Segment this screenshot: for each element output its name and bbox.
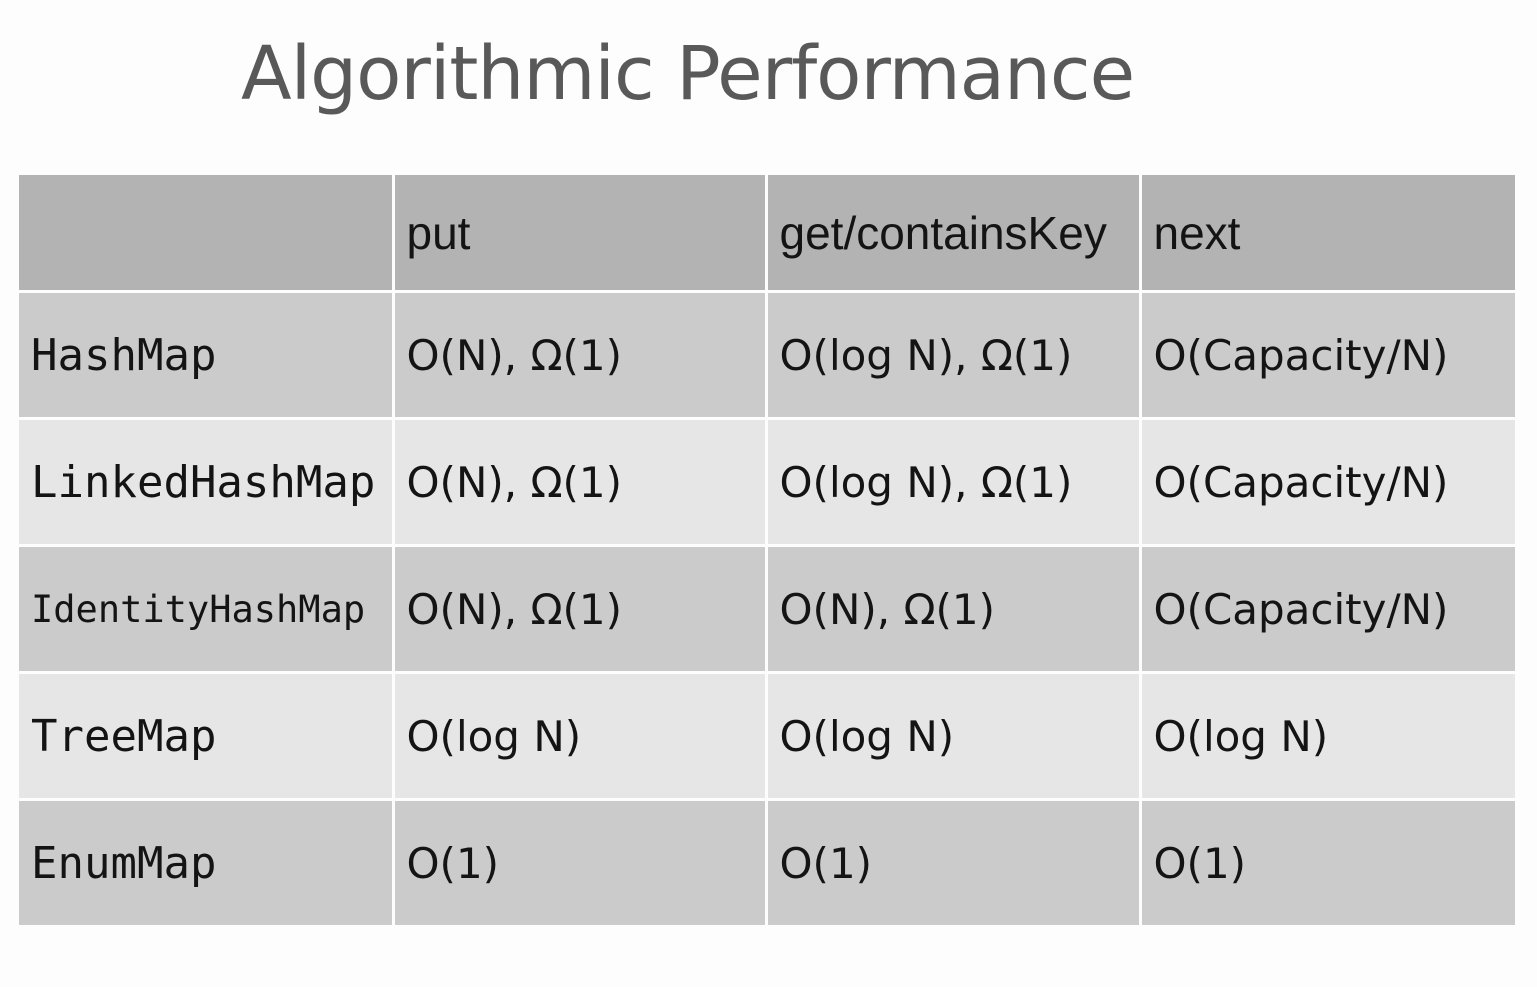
cell-get: O(log N), Ω(1) bbox=[764, 290, 1142, 420]
header-cell-get-containskey: get/containsKey bbox=[764, 175, 1142, 293]
cell-get: O(log N), Ω(1) bbox=[764, 417, 1142, 547]
row-label-linkedhashmap: LinkedHashMap bbox=[19, 417, 395, 547]
cell-get: O(N), Ω(1) bbox=[764, 544, 1142, 674]
table-row: IdentityHashMap O(N), Ω(1) O(N), Ω(1) O(… bbox=[19, 544, 1515, 674]
row-label-treemap: TreeMap bbox=[19, 671, 395, 801]
cell-get: O(log N) bbox=[764, 671, 1142, 801]
table-row: HashMap O(N), Ω(1) O(log N), Ω(1) O(Capa… bbox=[19, 290, 1515, 420]
row-label-hashmap: HashMap bbox=[19, 290, 395, 420]
table-row: LinkedHashMap O(N), Ω(1) O(log N), Ω(1) … bbox=[19, 417, 1515, 547]
header-cell-next: next bbox=[1138, 175, 1515, 293]
cell-put: O(N), Ω(1) bbox=[391, 417, 768, 547]
table-row: EnumMap O(1) O(1) O(1) bbox=[19, 798, 1515, 925]
cell-put: O(log N) bbox=[391, 671, 768, 801]
cell-next: O(Capacity/N) bbox=[1138, 290, 1515, 420]
table-row: TreeMap O(log N) O(log N) O(log N) bbox=[19, 671, 1515, 801]
cell-get: O(1) bbox=[764, 798, 1142, 925]
row-label-enummap: EnumMap bbox=[19, 798, 395, 925]
cell-next: O(Capacity/N) bbox=[1138, 544, 1515, 674]
cell-put: O(N), Ω(1) bbox=[391, 290, 768, 420]
cell-next: O(log N) bbox=[1138, 671, 1515, 801]
slide-title: Algorithmic Performance bbox=[241, 31, 1135, 117]
cell-next: O(Capacity/N) bbox=[1138, 417, 1515, 547]
cell-put: O(N), Ω(1) bbox=[391, 544, 768, 674]
header-cell-empty bbox=[19, 175, 395, 293]
performance-table: put get/containsKey next HashMap O(N), Ω… bbox=[19, 175, 1515, 925]
cell-put: O(1) bbox=[391, 798, 768, 925]
cell-next: O(1) bbox=[1138, 798, 1515, 925]
header-cell-put: put bbox=[391, 175, 768, 293]
row-label-identityhashmap: IdentityHashMap bbox=[19, 544, 395, 674]
table-header-row: put get/containsKey next bbox=[19, 175, 1515, 293]
